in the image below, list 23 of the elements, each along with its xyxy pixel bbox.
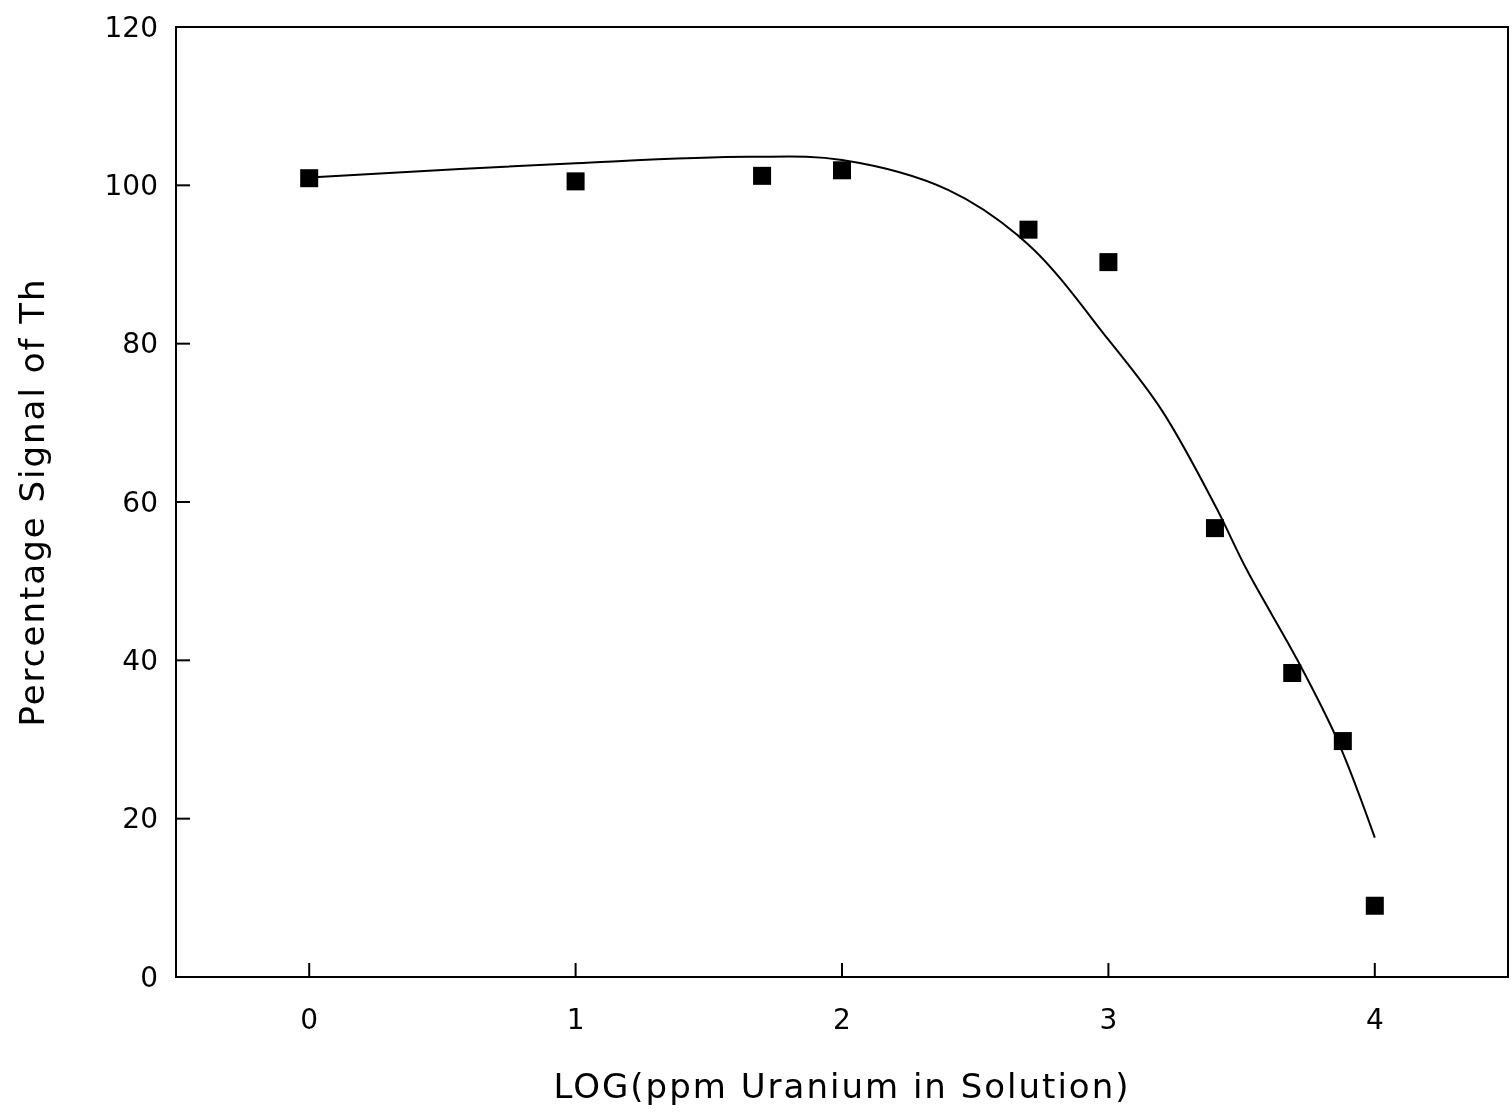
y-axis-title: Percentage Signal of Th (12, 277, 52, 727)
x-tick-label: 2 (833, 1003, 851, 1036)
point (1099, 253, 1118, 272)
point (753, 166, 772, 185)
y-tick-label: 100 (104, 169, 158, 203)
point (300, 169, 319, 188)
y-tick-label: 20 (122, 802, 158, 836)
x-tick-label: 0 (300, 1003, 319, 1036)
x-axis-title: LOG(ppm Uranium in Solution) (553, 1066, 1131, 1106)
y-tick-label: 80 (122, 327, 158, 361)
x-tick-label: 3 (1099, 1003, 1118, 1036)
y-tick-label: 120 (104, 10, 158, 44)
y-tick-label: 60 (122, 485, 158, 519)
point (566, 172, 585, 191)
y-tick-label: 40 (122, 644, 158, 678)
point (1205, 519, 1224, 538)
point (1365, 896, 1384, 915)
point (1283, 664, 1302, 682)
y-tick-label: 0 (140, 960, 158, 994)
point (833, 161, 851, 180)
x-tick-label: 4 (1365, 1003, 1384, 1036)
point (1019, 220, 1038, 239)
x-tick-label: 1 (566, 1003, 585, 1036)
